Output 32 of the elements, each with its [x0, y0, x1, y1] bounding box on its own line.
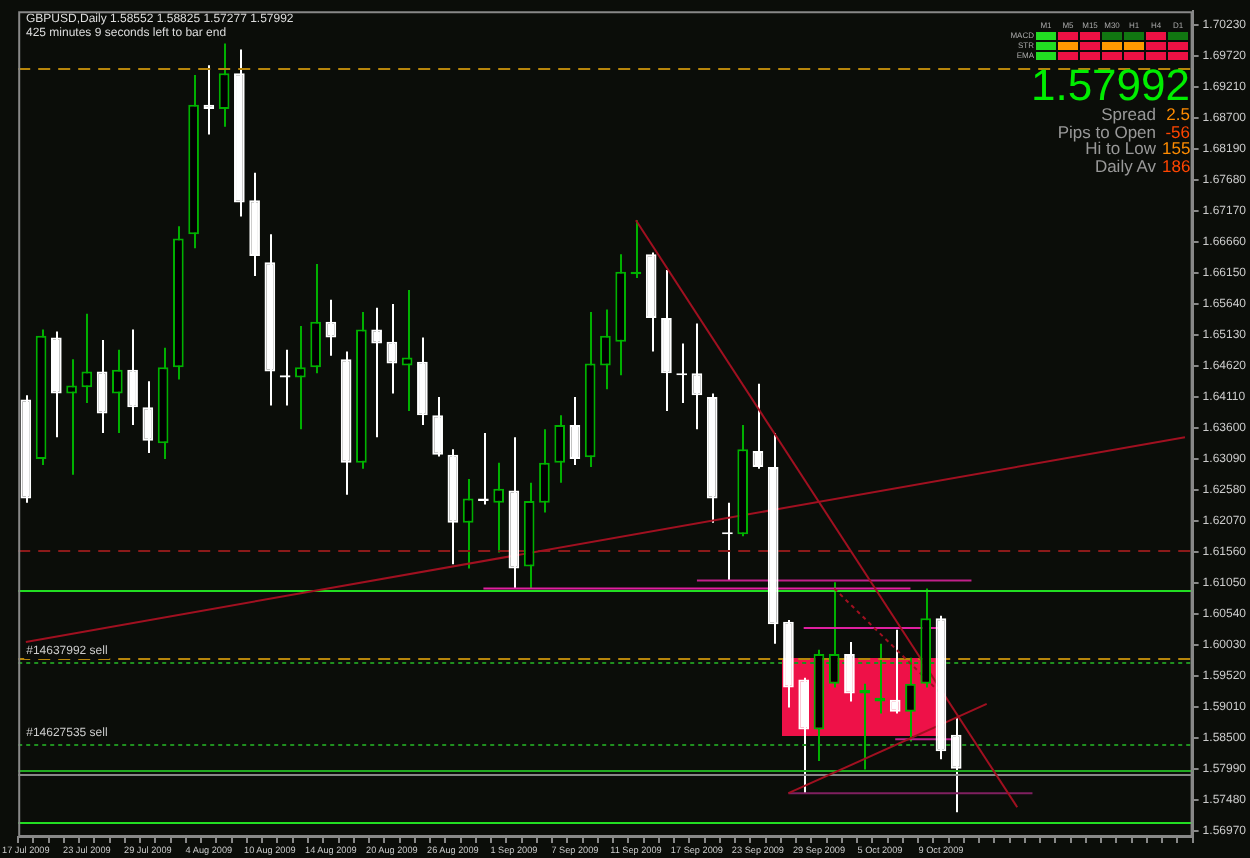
annotation: 186 [1162, 155, 1191, 175]
candlestick [828, 581, 840, 689]
candlestick [295, 324, 306, 431]
candlestick [371, 306, 382, 439]
candlestick [539, 428, 550, 514]
candlestick [112, 348, 123, 434]
annotation: Pips to Open [1057, 121, 1156, 141]
candlestick [905, 656, 916, 743]
candlestick [493, 461, 504, 554]
candlestick [432, 396, 443, 458]
annotation: Hi to Low [1085, 138, 1156, 158]
annotation: Spread [1101, 104, 1156, 124]
annotation: -56 [1163, 121, 1190, 141]
candlestick [950, 717, 962, 814]
candlestick [310, 262, 321, 375]
candlestick [142, 380, 154, 454]
candlestick [844, 640, 855, 703]
candlestick [569, 396, 581, 467]
candlestick [798, 676, 810, 795]
annotation: 1.57992 [1030, 60, 1190, 110]
annotation: 155 [1162, 138, 1191, 158]
candlestick [600, 308, 611, 391]
candlestick [554, 414, 565, 484]
candlestick [218, 42, 230, 128]
annotation: Daily Av [1094, 155, 1156, 175]
candlestick [691, 322, 703, 431]
annotation: 2.5 [1164, 104, 1190, 124]
candlestick [889, 628, 901, 715]
candlestick [127, 328, 138, 426]
candlestick [66, 358, 77, 476]
candlestick [386, 303, 398, 395]
candlestick [752, 382, 764, 470]
